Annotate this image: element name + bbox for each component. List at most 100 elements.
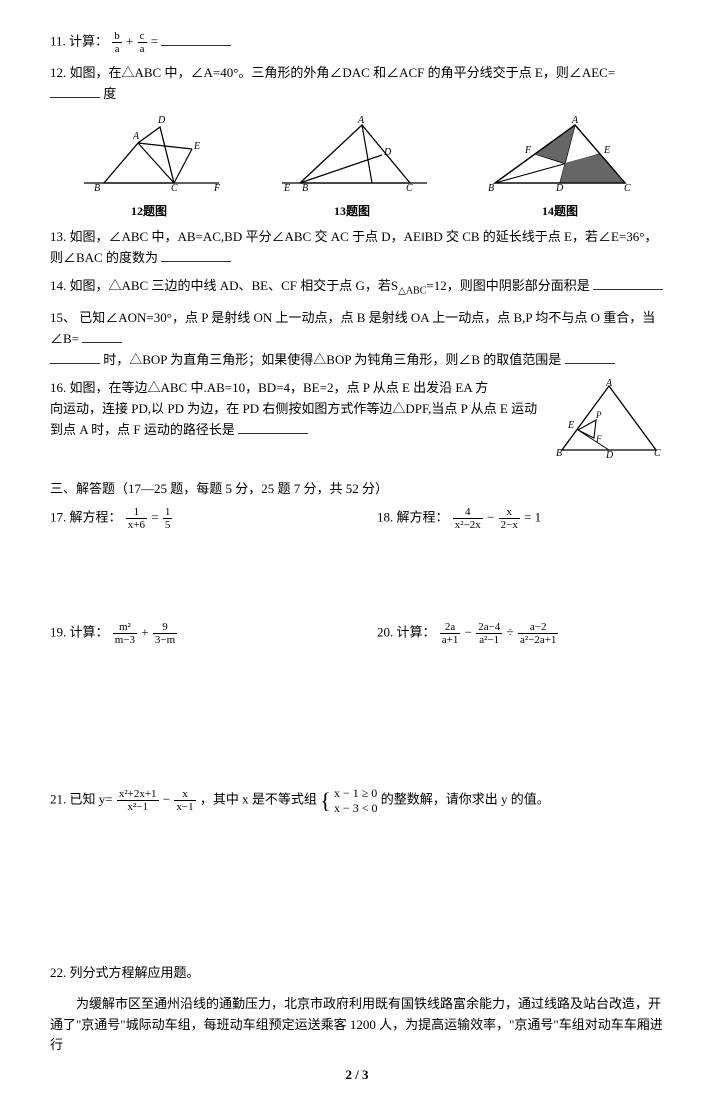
q15-blank1b bbox=[50, 351, 100, 364]
svg-text:B: B bbox=[488, 183, 494, 193]
q16-line1: 如图，在等边△ABC 中.AB=10，BD=4，BE=2，点 P 从点 E 出发… bbox=[70, 380, 489, 395]
svg-text:C: C bbox=[406, 183, 413, 193]
q11: 11. 计算： b a + c a = bbox=[50, 30, 664, 55]
q19-f1: m²m−3 bbox=[113, 621, 137, 646]
fig13-cap: 13题图 bbox=[272, 202, 432, 221]
q18-f1d: x²−2x bbox=[453, 518, 483, 531]
q20-f1d: a+1 bbox=[440, 633, 461, 646]
q18-minus: − bbox=[487, 510, 494, 525]
q19-f1d: m−3 bbox=[113, 633, 137, 646]
fig12-svg: A D E B C F bbox=[74, 113, 224, 193]
q22-num: 22. bbox=[50, 965, 66, 980]
page-footer: 2 / 3 bbox=[0, 1065, 714, 1086]
q21-text-a: 已知 y= bbox=[70, 792, 113, 807]
q17-num: 17. bbox=[50, 510, 66, 525]
q12-unit: 度 bbox=[103, 86, 116, 101]
q12-text: 如图，在△ABC 中，∠A=40°。三角形的外角∠DAC 和∠ACF 的角平分线… bbox=[70, 65, 616, 80]
q20-f3n: a−2 bbox=[518, 621, 558, 633]
q15: 15、 已知∠AON=30°，点 P 是射线 ON 上一动点，点 B 是射线 O… bbox=[50, 308, 664, 370]
q21-case2: x − 3 < 0 bbox=[334, 801, 378, 815]
q16: A B C D E P F 16. 如图，在等边△ABC 中.AB=10，BD=… bbox=[50, 378, 664, 469]
svg-text:C: C bbox=[171, 183, 178, 193]
q17-label: 解方程： bbox=[70, 510, 122, 525]
q11-frac2: c a bbox=[138, 30, 147, 55]
fig14-cap: 14题图 bbox=[480, 202, 640, 221]
svg-text:E: E bbox=[567, 420, 574, 431]
svg-text:B: B bbox=[302, 183, 308, 193]
q15-num: 15、 bbox=[50, 310, 76, 325]
fig14-svg: A F E G B D C bbox=[480, 113, 640, 193]
q19-f2: 93−m bbox=[153, 621, 177, 646]
q17-f1n: 1 bbox=[126, 506, 147, 518]
svg-text:C: C bbox=[624, 183, 631, 193]
q17: 17. 解方程： 1x+6 = 15 bbox=[50, 506, 337, 531]
q13-blank bbox=[161, 249, 231, 262]
gap-1 bbox=[50, 531, 664, 621]
q21-f2: xx−1 bbox=[174, 788, 195, 813]
q11-blank bbox=[161, 33, 231, 46]
q15-blank1 bbox=[82, 330, 122, 343]
q13-text: 如图，∠ABC 中，AB=AC,BD 平分∠ABC 交 AC 于点 D，AE‖B… bbox=[50, 229, 657, 265]
q14-text-a: 如图，△ABC 三边的中线 AD、BE、CF 相交于点 G，若S bbox=[70, 278, 399, 293]
q12-blank bbox=[50, 85, 100, 98]
q20-num: 20. bbox=[377, 625, 393, 640]
q21-cases: x − 1 ≥ 0 x − 3 < 0 bbox=[334, 786, 378, 815]
q20-f2n: 2a−4 bbox=[476, 621, 502, 633]
gap-3 bbox=[50, 823, 664, 963]
section3-title: 三、解答题（17—25 题，每题 5 分，25 题 7 分，共 52 分） bbox=[50, 479, 664, 500]
q11-frac2-d: a bbox=[138, 42, 147, 55]
q21: 21. 已知 y= x²+2x+1x²−1 − xx−1 ，其中 x 是不等式组… bbox=[50, 786, 664, 815]
q20-label: 计算： bbox=[397, 625, 436, 640]
q17-eq: = bbox=[151, 510, 158, 525]
q13-num: 13. bbox=[50, 229, 66, 244]
q18-f2: x2−x bbox=[499, 506, 520, 531]
svg-text:A: A bbox=[357, 115, 365, 126]
q18-f2n: x bbox=[499, 506, 520, 518]
q19-f2n: 9 bbox=[153, 621, 177, 633]
q16-blank bbox=[238, 421, 308, 434]
svg-text:A: A bbox=[605, 378, 613, 389]
q17-f2n: 1 bbox=[163, 506, 173, 518]
q17-f1: 1x+6 bbox=[126, 506, 147, 531]
q19-label: 计算： bbox=[70, 625, 109, 640]
q15-text-a: 已知∠AON=30°，点 P 是射线 ON 上一动点，点 B 是射线 OA 上一… bbox=[50, 310, 655, 346]
q17-f1d: x+6 bbox=[126, 518, 147, 531]
svg-text:E: E bbox=[193, 141, 200, 152]
row-17-18: 17. 解方程： 1x+6 = 15 18. 解方程： 4x²−2x − x2−… bbox=[50, 506, 664, 531]
q15-text-b: 时，△BOP 为直角三角形；如果使得△BOP 为钝角三角形，则∠B 的取值范围是 bbox=[103, 352, 561, 367]
q11-frac2-n: c bbox=[138, 30, 147, 42]
q11-label: 计算： bbox=[69, 34, 108, 49]
q18-num: 18. bbox=[377, 510, 393, 525]
q18-f1n: 4 bbox=[453, 506, 483, 518]
figure-row: A D E B C F 12题图 A D E B C 13题图 bbox=[50, 113, 664, 221]
fig13-cell: A D E B C 13题图 bbox=[272, 113, 432, 221]
q20-f2: 2a−4a²−1 bbox=[476, 621, 502, 646]
q19-f1n: m² bbox=[113, 621, 137, 633]
q19: 19. 计算： m²m−3 + 93−m bbox=[50, 621, 337, 646]
q11-num: 11. bbox=[50, 34, 66, 49]
q15-blank2 bbox=[565, 351, 615, 364]
q14-text-b: =12，则图中阴影部分面积是 bbox=[426, 278, 589, 293]
q18: 18. 解方程： 4x²−2x − x2−x = 1 bbox=[377, 506, 664, 531]
svg-text:D: D bbox=[383, 147, 392, 158]
fig12-cap: 12题图 bbox=[74, 202, 224, 221]
q18-f1: 4x²−2x bbox=[453, 506, 483, 531]
q21-f1n: x²+2x+1 bbox=[117, 788, 159, 800]
q12: 12. 如图，在△ABC 中，∠A=40°。三角形的外角∠DAC 和∠ACF 的… bbox=[50, 63, 664, 105]
svg-text:C: C bbox=[654, 448, 661, 458]
q21-f2d: x−1 bbox=[174, 800, 195, 813]
q19-num: 19. bbox=[50, 625, 66, 640]
q20-f1: 2aa+1 bbox=[440, 621, 461, 646]
svg-text:G: G bbox=[567, 153, 574, 163]
q11-frac1-n: b bbox=[112, 30, 122, 42]
svg-text:A: A bbox=[571, 115, 579, 126]
q14-num: 14. bbox=[50, 278, 66, 293]
q11-plus: + bbox=[126, 34, 133, 49]
q21-text-b: ，其中 x 是不等式组 bbox=[200, 792, 317, 807]
q19-plus: + bbox=[141, 625, 148, 640]
q17-f2: 15 bbox=[163, 506, 173, 531]
svg-text:P: P bbox=[595, 410, 602, 420]
q22-p1: 为缓解市区至通州沿线的通勤压力，北京市政府利用既有国铁线路富余能力，通过线路及站… bbox=[50, 994, 664, 1056]
fig14-cell: A F E G B D C 14题图 bbox=[480, 113, 640, 221]
q20-minus: − bbox=[465, 625, 472, 640]
